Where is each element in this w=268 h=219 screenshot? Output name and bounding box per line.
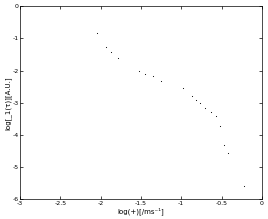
Point [203, 106, 208, 109]
Point [209, 110, 213, 113]
Point [198, 102, 202, 105]
Point [242, 185, 246, 188]
Point [137, 69, 142, 73]
Point [109, 50, 113, 54]
Point [151, 75, 155, 78]
Point [159, 79, 163, 83]
Point [104, 46, 108, 49]
Point [226, 151, 230, 154]
Point [181, 87, 185, 90]
X-axis label: log(+)[/ms⁻¹]: log(+)[/ms⁻¹] [118, 207, 164, 215]
Y-axis label: log[_1(τ)][A.U.]: log[_1(τ)][A.U.] [4, 76, 11, 130]
Point [143, 73, 147, 76]
Point [116, 57, 121, 60]
Point [222, 143, 226, 147]
Point [214, 115, 218, 118]
Point [94, 31, 99, 34]
Point [218, 124, 222, 128]
Point [193, 98, 198, 102]
Point [189, 94, 194, 97]
